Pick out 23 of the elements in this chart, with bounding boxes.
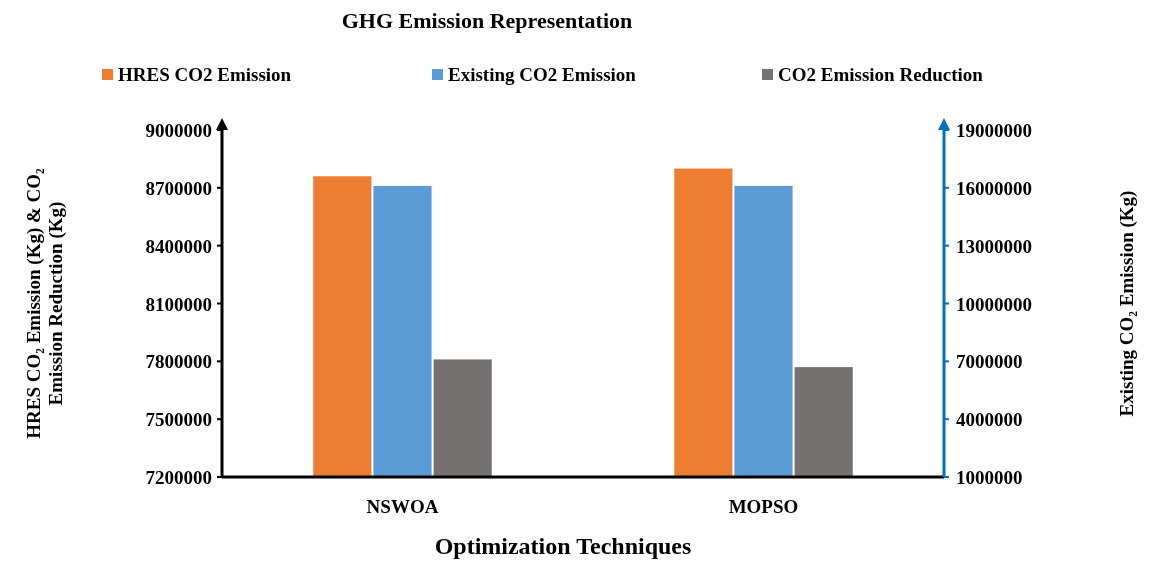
x-axis-title: Optimization Techniques <box>434 533 692 559</box>
y2-tick-label: 13000000 <box>956 235 1032 257</box>
y-tick-label: 9000000 <box>145 120 212 141</box>
legend-label: HRES CO2 Emission <box>118 64 292 85</box>
y2-tick-label: 16000000 <box>956 177 1032 199</box>
x-tick-label: MOPSO <box>728 496 799 517</box>
y-tick-label: 7500000 <box>145 409 212 431</box>
y-tick-label: 7800000 <box>145 351 212 373</box>
y2-tick-label: 10000000 <box>956 293 1032 315</box>
y-tick-label: 8700000 <box>145 177 212 199</box>
y2-tick-label: 19000000 <box>956 120 1032 141</box>
y-tick-label: 7200000 <box>145 467 212 488</box>
legend-label: Existing CO2 Emission <box>448 64 637 85</box>
y2-tick-label: 7000000 <box>956 351 1023 373</box>
x-tick-label: NSWOA <box>366 496 439 517</box>
y-tick-label: 8100000 <box>145 293 212 315</box>
legend-label: CO2 Emission Reduction <box>778 64 984 85</box>
chart-title: GHG Emission Representation <box>341 8 633 33</box>
y-axis-title: HRES CO₂ Emission (Kg) & CO₂ Emission Reduction (Kg) <box>23 167 67 439</box>
y-tick-label: 8400000 <box>145 235 212 257</box>
y2-axis-title: Existing CO₂ Emission (Kg) <box>1116 190 1138 417</box>
y2-tick-label: 1000000 <box>956 467 1023 488</box>
y2-tick-label: 4000000 <box>956 409 1023 431</box>
